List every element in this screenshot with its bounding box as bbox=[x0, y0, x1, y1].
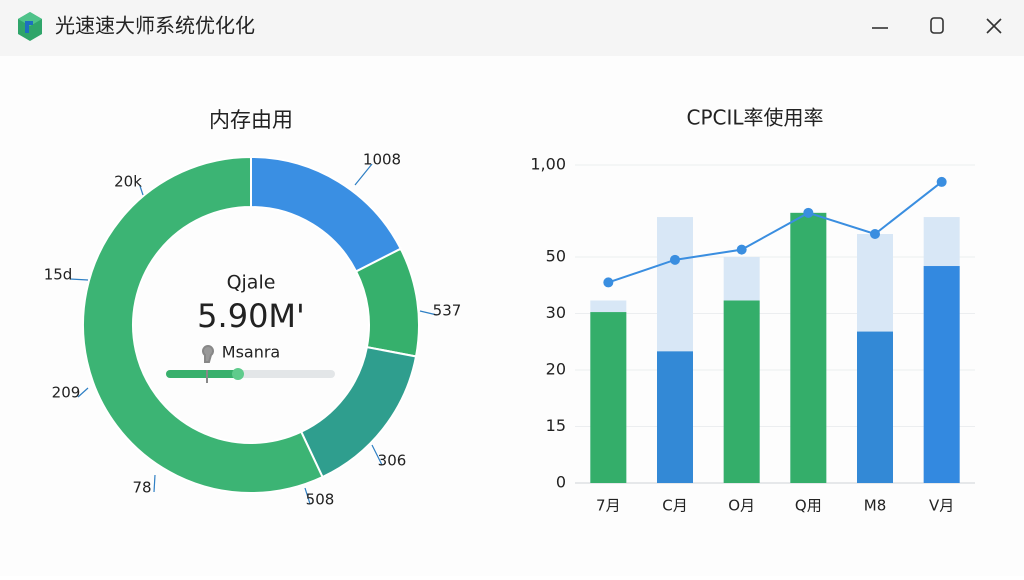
slice-label: 209 bbox=[52, 384, 81, 402]
leader-line bbox=[77, 387, 89, 398]
leader-line bbox=[304, 487, 311, 505]
window-title: 光速速大师系统优化化 bbox=[55, 14, 255, 38]
line-point bbox=[803, 207, 814, 218]
leader-line bbox=[139, 185, 144, 196]
slider-pin bbox=[202, 345, 214, 383]
y-tick-label: 1,00 bbox=[530, 155, 566, 174]
line-point bbox=[936, 176, 947, 187]
cpu-panel: CPCIL率使用率 0 15 20 30 50 1,00 7月 C月 O月 Q用 M8 V月 bbox=[530, 106, 975, 515]
slice-label: 15d bbox=[44, 266, 73, 284]
leader-line bbox=[69, 278, 89, 281]
leader-line bbox=[419, 310, 438, 316]
slice-label: 78 bbox=[132, 479, 151, 497]
slice-label: 537 bbox=[433, 302, 462, 320]
slice-label: 1008 bbox=[363, 151, 401, 169]
content bbox=[0, 56, 1024, 576]
slider-label: Msanra bbox=[222, 343, 280, 362]
x-tick-label: C月 bbox=[662, 497, 687, 515]
donut-slice bbox=[82, 155, 324, 494]
line bbox=[608, 181, 943, 284]
bar bbox=[590, 312, 627, 483]
x-tick-label: O月 bbox=[728, 497, 755, 515]
x-tick-label: V月 bbox=[929, 497, 954, 515]
slice-label: 306 bbox=[378, 452, 407, 470]
leader-line bbox=[371, 444, 383, 466]
slider-thumb[interactable] bbox=[232, 368, 244, 380]
line-point bbox=[870, 229, 880, 239]
slice-label: 20k bbox=[114, 173, 142, 191]
y-tick-label: 15 bbox=[546, 416, 566, 435]
leader-line bbox=[153, 474, 156, 493]
x-tick-label: Q用 bbox=[795, 497, 822, 515]
x-tick-label: M8 bbox=[864, 497, 887, 515]
y-tick-label: 50 bbox=[546, 247, 566, 266]
title-bar bbox=[0, 0, 1024, 56]
chart-title: CPCIL率使用率 bbox=[686, 106, 823, 130]
memory-panel: 内存由用 Qjale 5.90M' Msanra 20k 1008 537 306 50… bbox=[44, 108, 462, 509]
close-button[interactable] bbox=[986, 18, 1002, 34]
slice-label: 508 bbox=[306, 491, 335, 509]
y-tick-label: 0 bbox=[556, 473, 566, 492]
chart-title: 内存由用 bbox=[209, 108, 293, 132]
bar bbox=[923, 266, 960, 483]
slider-fill bbox=[166, 370, 238, 378]
maximize-button[interactable] bbox=[930, 17, 944, 34]
center-value: 5.90M' bbox=[197, 297, 305, 335]
bar bbox=[657, 351, 693, 483]
y-tick-label: 30 bbox=[546, 303, 566, 322]
bar bbox=[790, 212, 827, 483]
leader-line bbox=[354, 163, 373, 186]
bar bbox=[857, 331, 893, 483]
center-label: Qjale bbox=[227, 272, 276, 294]
x-tick-label: 7月 bbox=[596, 497, 621, 515]
y-tick-label: 20 bbox=[546, 360, 566, 379]
line-point bbox=[603, 277, 614, 288]
bar bbox=[723, 300, 760, 483]
line-point bbox=[670, 254, 680, 265]
app-icon bbox=[18, 12, 42, 41]
line-point bbox=[736, 244, 747, 255]
